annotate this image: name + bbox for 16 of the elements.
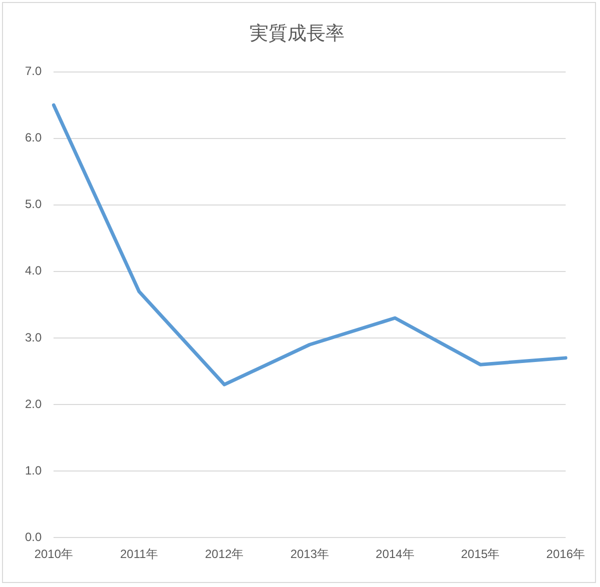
x-tick-label: 2013年 [290,547,330,562]
y-tick-label: 5.0 [24,197,42,212]
y-tick-label: 7.0 [24,64,42,78]
chart-title: 実質成長率 [250,22,344,44]
x-tick-label: 2010年 [34,547,74,562]
y-tick-label: 3.0 [24,330,42,344]
y-tick-label: 4.0 [24,264,42,278]
y-tick-label: 6.0 [24,130,42,145]
x-tick-label: 2015年 [460,547,500,562]
x-tick-label: 2014年 [376,547,414,562]
x-tick-label: 2012年 [204,547,244,562]
x-tick-label: 2016年 [546,547,586,562]
x-tick-label: 2011年 [120,547,158,562]
y-tick-label: 0.0 [24,530,42,544]
y-tick-label: 1.0 [24,463,42,478]
y-tick-label: 2.0 [24,396,42,411]
